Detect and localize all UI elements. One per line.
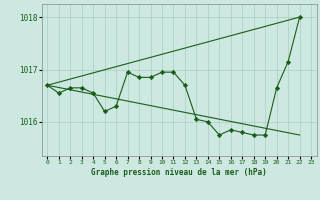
X-axis label: Graphe pression niveau de la mer (hPa): Graphe pression niveau de la mer (hPa) (91, 168, 267, 177)
